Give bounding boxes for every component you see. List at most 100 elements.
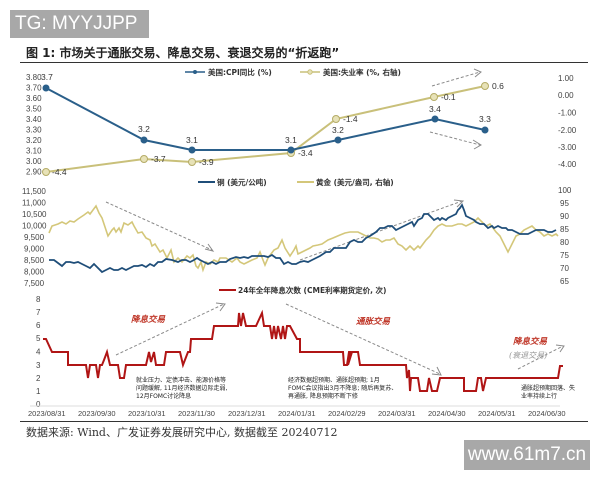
svg-text:100: 100: [558, 186, 572, 195]
unemployment-line: [45, 85, 486, 173]
top-left-axis: 3.80 3.70 3.60 3.50 3.40 3.30 3.20 3.10 …: [26, 73, 42, 177]
legend-cpi: 美国:CPI同比 (%): [185, 67, 272, 77]
svg-text:通胀超预期回落、失: 通胀超预期回落、失: [521, 384, 575, 392]
watermark-bottom-right: www.61m7.cn: [464, 440, 590, 470]
svg-text:3.30: 3.30: [26, 126, 42, 135]
svg-text:3.00: 3.00: [26, 157, 42, 166]
svg-text:0.6: 0.6: [492, 81, 504, 91]
svg-text:11,500: 11,500: [22, 187, 46, 196]
svg-text:4: 4: [36, 348, 41, 357]
svg-text:10,500: 10,500: [22, 210, 47, 219]
svg-text:8,000: 8,000: [24, 268, 45, 277]
svg-text:7,500: 7,500: [24, 279, 45, 288]
svg-text:70: 70: [560, 264, 569, 273]
unemployment-markers: [42, 82, 489, 176]
svg-text:2024/02/29: 2024/02/29: [328, 409, 366, 418]
svg-text:3.1: 3.1: [285, 135, 297, 145]
svg-text:美国:CPI同比 (%): 美国:CPI同比 (%): [208, 67, 272, 77]
top-right-axis: 1.00 0.00 -1.00 -2.00 -3.00 -4.00: [558, 74, 577, 169]
label-cut-trade-2: 降息交易: [513, 336, 548, 347]
svg-text:3.4: 3.4: [429, 104, 441, 114]
data-source-note: 数据来源: Wind、广发证券发展研究中心, 数据截至 20240712: [26, 426, 338, 439]
cpi-line: [45, 87, 486, 151]
svg-text:90: 90: [560, 212, 569, 221]
svg-text:3.7: 3.7: [41, 72, 53, 82]
svg-text:-0.1: -0.1: [441, 92, 456, 102]
svg-text:再通胀, 降息预期不断下修: 再通胀, 降息预期不断下修: [288, 392, 358, 400]
svg-text:-4.00: -4.00: [558, 160, 577, 169]
svg-text:6: 6: [36, 321, 41, 330]
label-recession-trade: (衰退交易): [509, 351, 547, 360]
svg-text:75: 75: [560, 251, 569, 260]
legend-unemployment: 美国:失业率 (%, 右轴): [300, 67, 401, 77]
svg-text:2024/04/30: 2024/04/30: [428, 409, 466, 418]
svg-text:24年全年降息次数 (CME利率期货定价, 次): 24年全年降息次数 (CME利率期货定价, 次): [238, 285, 386, 295]
svg-text:业率持续上行: 业率持续上行: [521, 392, 557, 400]
svg-text:12月FOMC讨论降息: 12月FOMC讨论降息: [136, 392, 191, 400]
svg-text:7: 7: [36, 308, 41, 317]
svg-text:3.2: 3.2: [138, 124, 150, 134]
top-trend-arrows: [429, 68, 482, 150]
cpi-markers: [42, 84, 489, 154]
svg-text:-4.4: -4.4: [52, 167, 67, 177]
svg-text:2024/01/31: 2024/01/31: [278, 409, 316, 418]
svg-text:95: 95: [560, 199, 569, 208]
svg-text:1.00: 1.00: [558, 74, 574, 83]
note-3: 通胀超预期回落、失 业率持续上行: [521, 384, 575, 400]
svg-text:经济数据超预期、通胀超预期; 1月: 经济数据超预期、通胀超预期; 1月: [288, 376, 380, 384]
svg-text:2023/10/31: 2023/10/31: [128, 409, 166, 418]
svg-text:3.10: 3.10: [26, 147, 42, 156]
svg-text:5: 5: [36, 334, 41, 343]
svg-text:10,000: 10,000: [22, 222, 47, 231]
svg-text:2023/12/31: 2023/12/31: [228, 409, 266, 418]
bottom-trend-arrows: [115, 302, 565, 376]
svg-text:3.40: 3.40: [26, 115, 42, 124]
svg-text:2023/11/30: 2023/11/30: [178, 409, 215, 418]
copper-line: [49, 203, 557, 274]
svg-text:2: 2: [36, 374, 41, 383]
svg-text:8: 8: [36, 295, 41, 304]
title-rule: [20, 62, 588, 63]
svg-text:11,000: 11,000: [22, 199, 46, 208]
svg-text:-3.4: -3.4: [298, 148, 313, 158]
unemployment-data-labels: -4.4 -3.7 -3.9 -3.4 -1.4 -0.1 0.6: [52, 81, 504, 177]
svg-text:-3.9: -3.9: [199, 157, 214, 167]
label-cut-trade-1: 降息交易: [131, 314, 166, 325]
figure-title: 图 1: 市场关于通胀交易、降息交易、衰退交易的“折返跑”: [26, 46, 340, 60]
svg-text:3.80: 3.80: [26, 73, 42, 82]
svg-text:2023/09/30: 2023/09/30: [78, 409, 116, 418]
watermark-top-left: TG: MYYJJPP: [10, 10, 149, 38]
svg-text:9,500: 9,500: [24, 233, 45, 242]
svg-text:0: 0: [36, 400, 41, 409]
note-1: 就业压力、定债冲击、能源价格等 问题缓解, 11月经济数据边际走弱, 12月FO…: [136, 376, 227, 400]
svg-text:1: 1: [36, 387, 41, 396]
svg-text:美国:失业率 (%, 右轴): 美国:失业率 (%, 右轴): [323, 67, 401, 77]
svg-text:80: 80: [560, 238, 569, 247]
legend-gold: 黄金 (美元/盎司, 右轴): [297, 177, 394, 187]
svg-text:-3.00: -3.00: [558, 143, 577, 152]
mid-left-axis: 11,500 11,000 10,500 10,000 9,500 9,000 …: [22, 187, 47, 288]
cpi-data-labels: 3.7 3.2 3.1 3.1 3.2 3.4 3.3: [41, 72, 491, 145]
svg-text:3.50: 3.50: [26, 105, 42, 114]
svg-text:FOMC会议指出3月不降息; 随后再复苏、: FOMC会议指出3月不降息; 随后再复苏、: [288, 384, 397, 392]
svg-text:0.00: 0.00: [558, 91, 574, 100]
svg-text:-1.4: -1.4: [343, 114, 358, 124]
svg-text:2024/05/31: 2024/05/31: [478, 409, 516, 418]
svg-text:-1.00: -1.00: [558, 109, 577, 118]
svg-text:3.60: 3.60: [26, 94, 42, 103]
svg-text:3.20: 3.20: [26, 136, 42, 145]
note-2: 经济数据超预期、通胀超预期; 1月 FOMC会议指出3月不降息; 随后再复苏、 …: [288, 376, 397, 400]
legend-rate-cuts: 24年全年降息次数 (CME利率期货定价, 次): [219, 285, 386, 295]
bottom-y-axis: 8 7 6 5 4 3 2 1 0: [36, 295, 41, 409]
svg-text:问题缓解, 11月经济数据边际走弱,: 问题缓解, 11月经济数据边际走弱,: [136, 384, 227, 392]
svg-text:-2.00: -2.00: [558, 126, 577, 135]
svg-text:2024/06/30: 2024/06/30: [528, 409, 566, 418]
svg-text:黄金 (美元/盎司, 右轴): 黄金 (美元/盎司, 右轴): [316, 177, 394, 187]
mid-trend-arrows: [105, 199, 465, 261]
svg-text:3.3: 3.3: [479, 114, 491, 124]
svg-text:铜 (美元/公吨): 铜 (美元/公吨): [217, 177, 267, 187]
svg-text:85: 85: [560, 225, 569, 234]
svg-text:2.90: 2.90: [26, 168, 42, 177]
rate-cuts-line: [43, 309, 563, 392]
